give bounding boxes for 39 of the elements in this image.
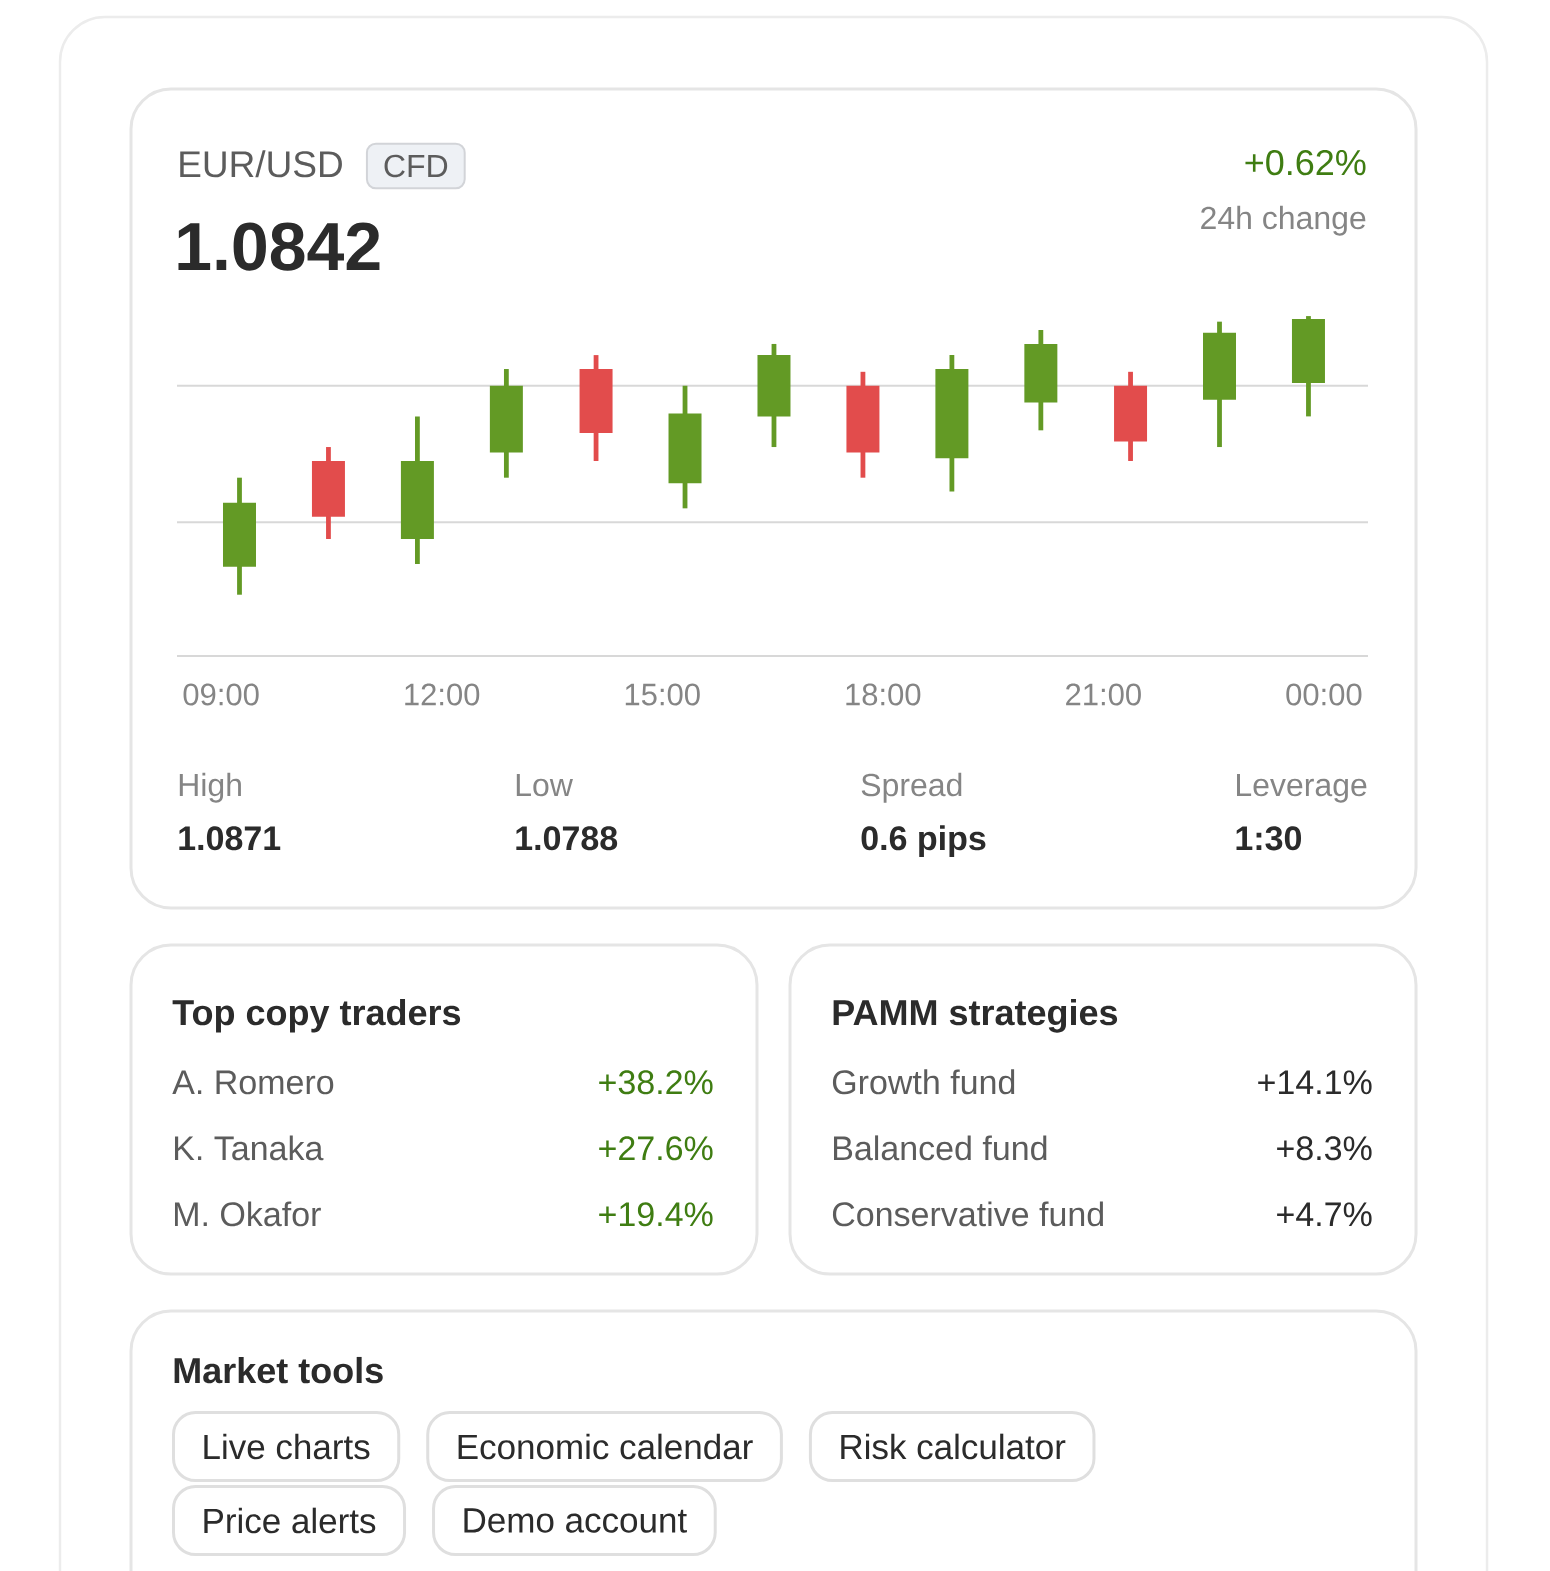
text: 0.6 pips (861, 825, 986, 858)
chart-subtitle: 1.0842 (178, 222, 380, 271)
text: Economic calendar (458, 1433, 753, 1460)
text: CFD (384, 154, 448, 178)
x-tick-label: 09:00 (183, 683, 259, 706)
text: Leverage (1237, 774, 1367, 803)
text: Low (516, 774, 573, 797)
text: +8.3% (1277, 1136, 1372, 1161)
text: Market tools (174, 1356, 383, 1384)
text: Growth fund (832, 1069, 1015, 1095)
x-tick-label: 00:00 (1286, 683, 1362, 706)
text: Balanced fund (834, 1135, 1047, 1161)
text: 1:30 (1236, 826, 1302, 851)
text: 1.0788 (516, 826, 618, 851)
text: Top copy traders (172, 998, 461, 1033)
text: PAMM strategies (833, 998, 1118, 1033)
text: +0.62% (1245, 149, 1366, 176)
text: 24h change (1201, 205, 1366, 236)
text: +38.2% (599, 1070, 713, 1095)
text: Live charts (204, 1433, 370, 1460)
text: +14.1% (1258, 1070, 1372, 1095)
text: A. Romero (172, 1070, 334, 1095)
text: M. Okafor (174, 1201, 321, 1227)
text: Spread (861, 772, 962, 803)
text: Risk calculator (841, 1433, 1066, 1460)
text: 1.0871 (179, 826, 281, 851)
text: K. Tanaka (174, 1135, 324, 1161)
x-tick-label: 15:00 (625, 683, 700, 706)
x-tick-label: 21:00 (1066, 683, 1141, 706)
x-tick-label: 18:00 (846, 683, 921, 706)
text: +19.4% (599, 1202, 713, 1227)
text: Price alerts (204, 1507, 376, 1534)
text: +4.7% (1277, 1202, 1372, 1227)
chart-title: EUR/USD (180, 150, 342, 178)
x-tick-label: 12:00 (405, 683, 480, 706)
text: Demo account (464, 1508, 687, 1533)
text: Conservative fund (832, 1201, 1103, 1227)
text: +27.6% (599, 1136, 713, 1161)
text: High (179, 772, 241, 803)
